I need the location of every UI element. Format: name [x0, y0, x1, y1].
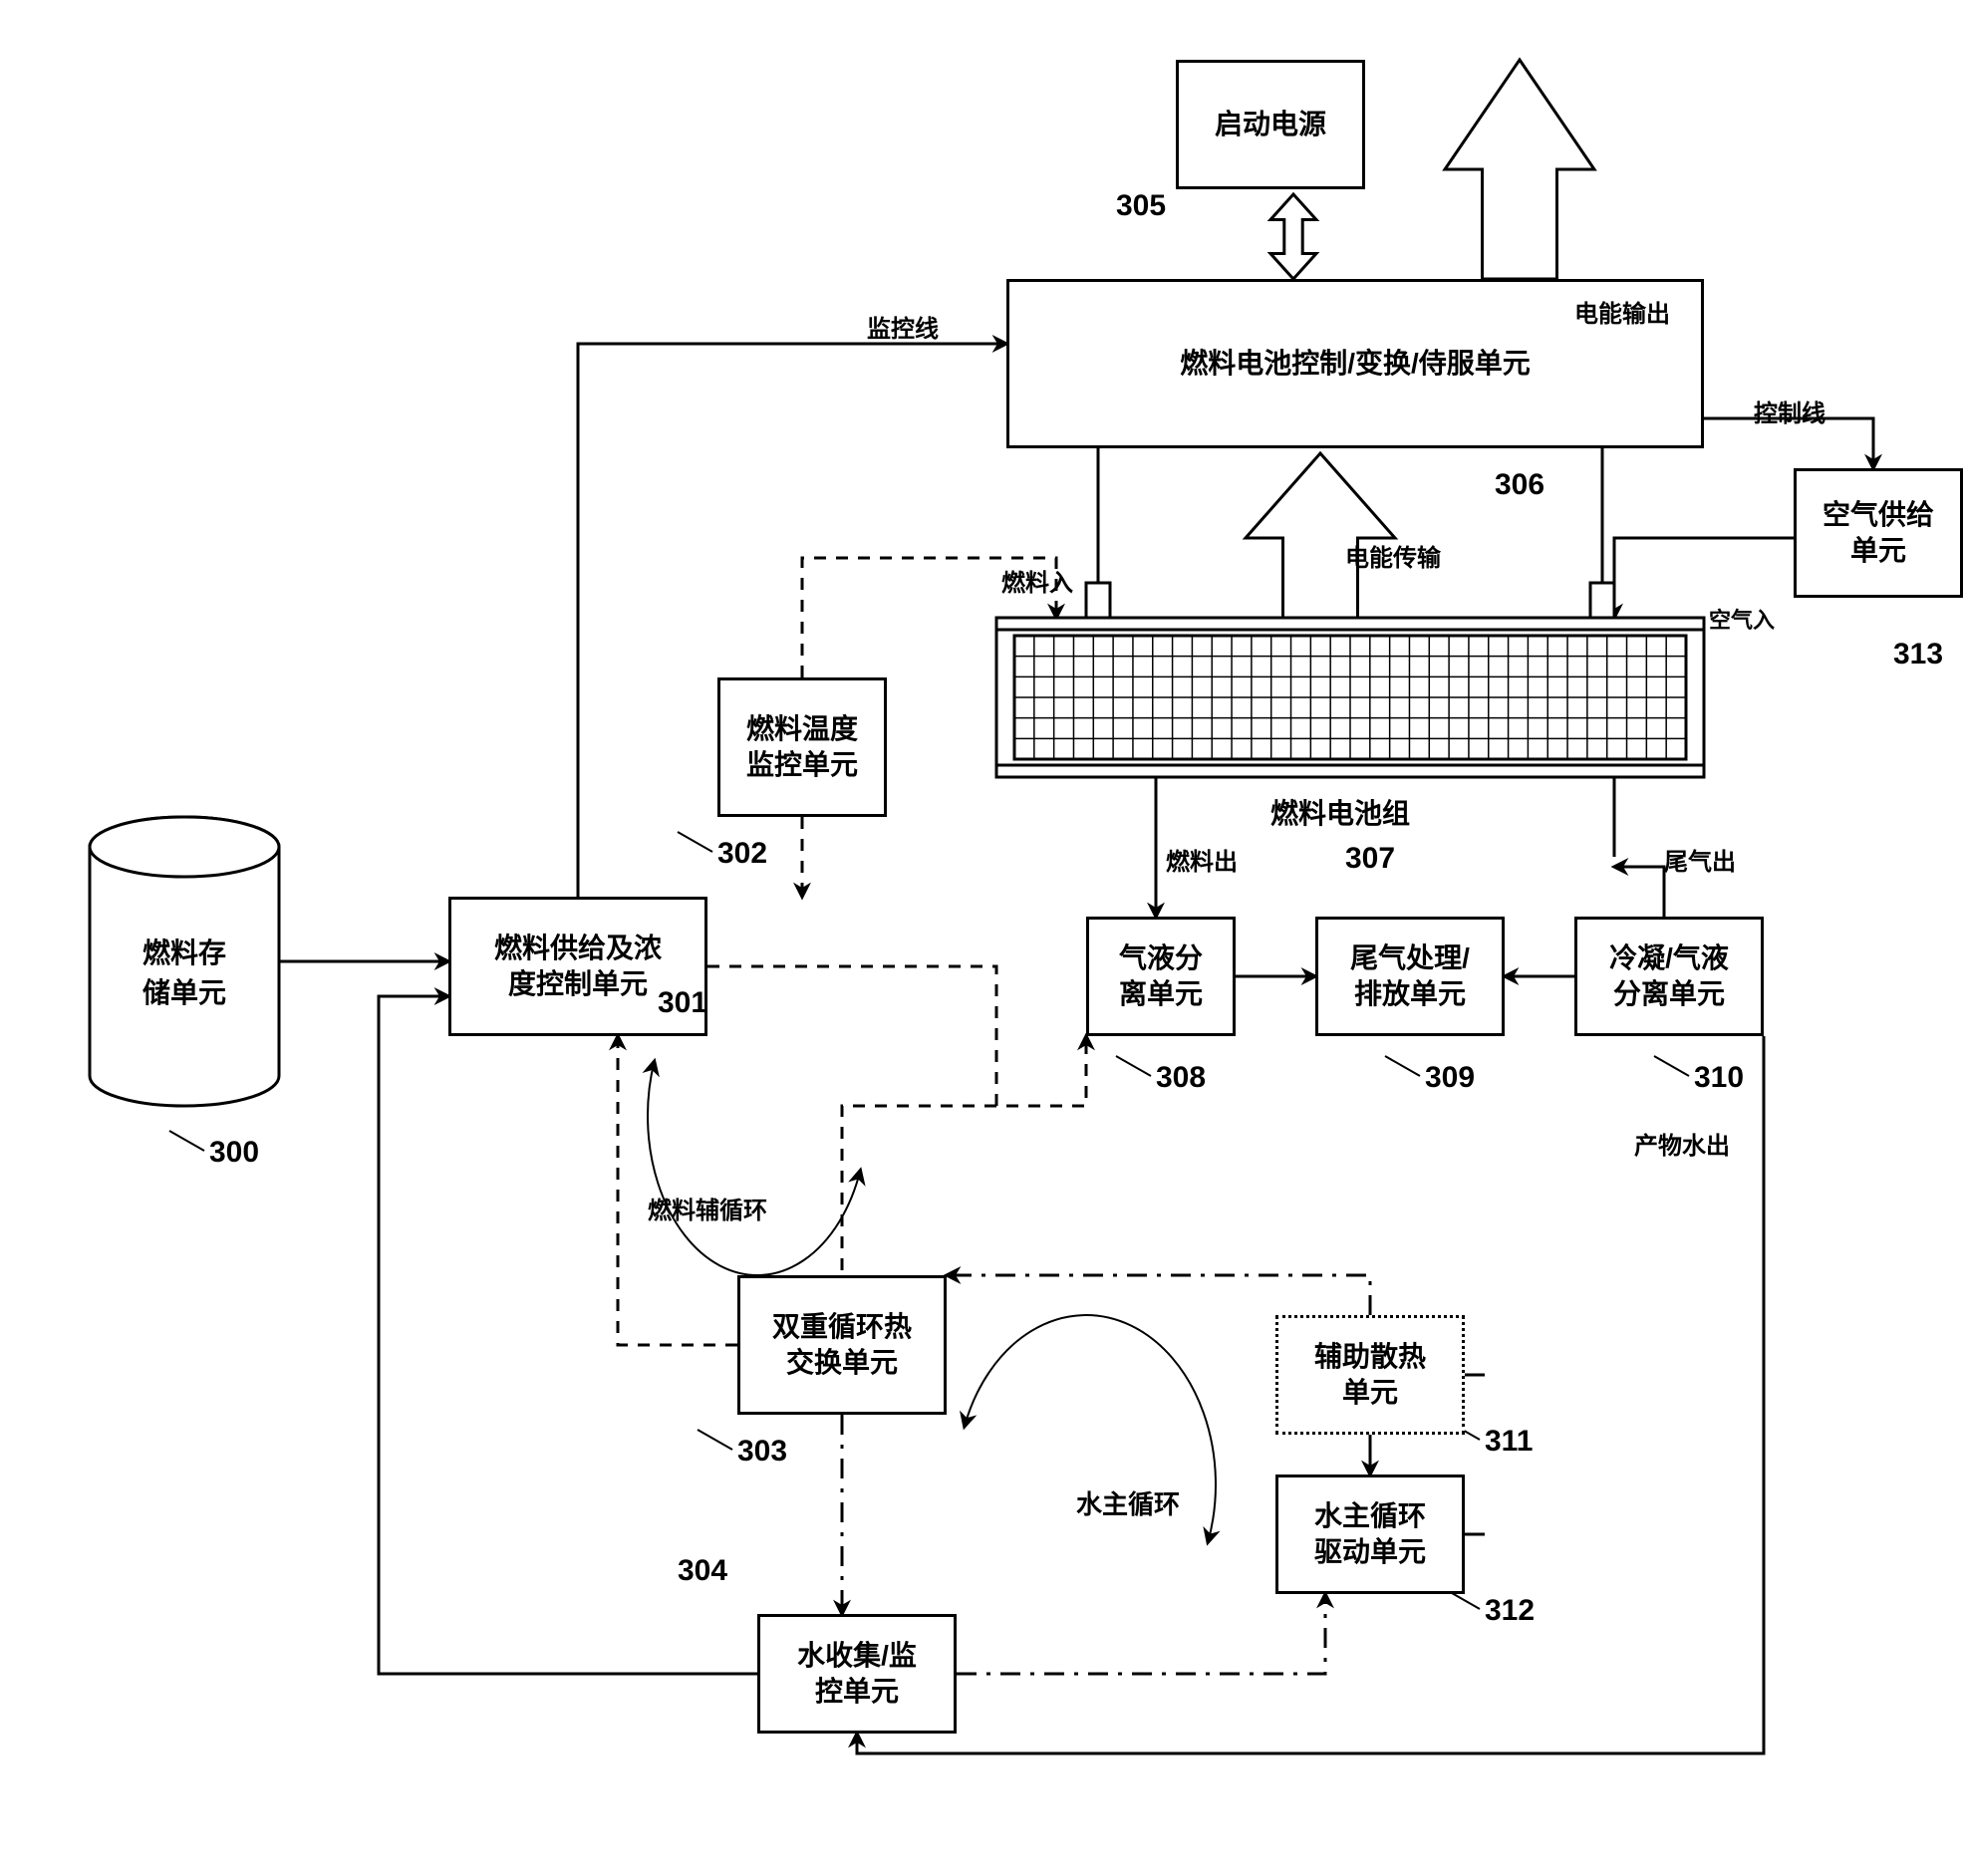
- node-n313: 空气供给 单元: [1794, 468, 1963, 598]
- ref-n309: 309: [1425, 1061, 1475, 1095]
- node-n311: 辅助散热 单元: [1275, 1315, 1465, 1435]
- ref-n304: 304: [678, 1554, 727, 1588]
- ref-n308: 308: [1156, 1061, 1206, 1095]
- label-l_fuel_out: 燃料出: [1166, 842, 1238, 877]
- label-l_water_main: 水主循环: [1076, 1484, 1180, 1521]
- ref-n312: 312: [1485, 1594, 1535, 1628]
- ref-n301: 301: [658, 986, 707, 1020]
- ref-n303: 303: [737, 1435, 787, 1469]
- node-n310: 冷凝/气液 分离单元: [1574, 917, 1764, 1036]
- ref-n311: 311: [1485, 1425, 1533, 1459]
- node-n302: 燃料温度 监控单元: [717, 677, 887, 817]
- ref-n302: 302: [717, 837, 767, 871]
- ref-n310: 310: [1694, 1061, 1744, 1095]
- label-l_monitor: 监控线: [867, 309, 939, 344]
- node-n307-label: 燃料电池组: [1270, 792, 1410, 832]
- node-n308: 气液分 离单元: [1086, 917, 1236, 1036]
- ref-n306: 306: [1495, 468, 1544, 502]
- ref-n300: 300: [209, 1136, 259, 1170]
- label-l_power_out: 电能输出: [1574, 294, 1670, 329]
- label-l_water_out: 产物水出: [1634, 1126, 1730, 1161]
- ref-n307: 307: [1345, 842, 1395, 876]
- node-n312: 水主循环 驱动单元: [1275, 1474, 1465, 1594]
- label-l_power_tx: 电能传输: [1345, 538, 1441, 573]
- node-n303: 双重循环热 交换单元: [737, 1275, 947, 1415]
- label-l_air_in: 空气入: [1709, 603, 1775, 635]
- label-l_fuel_aux: 燃料辅循环: [648, 1191, 767, 1225]
- diagram-canvas: 燃料存 储单元300燃料供给及浓 度控制单元301燃料温度 监控单元302双重循…: [0, 0, 1964, 1876]
- label-l_fuel_in: 燃料入: [1001, 563, 1073, 598]
- node-n309: 尾气处理/ 排放单元: [1315, 917, 1505, 1036]
- ref-n313: 313: [1893, 638, 1943, 671]
- label-l_control: 控制线: [1754, 394, 1825, 428]
- node-n304: 水收集/监 控单元: [757, 1614, 957, 1734]
- ref-n305: 305: [1116, 189, 1166, 223]
- node-n305: 启动电源: [1176, 60, 1365, 189]
- label-l_exhaust: 尾气出: [1664, 842, 1736, 877]
- node-n300: 燃料存 储单元: [90, 932, 279, 1011]
